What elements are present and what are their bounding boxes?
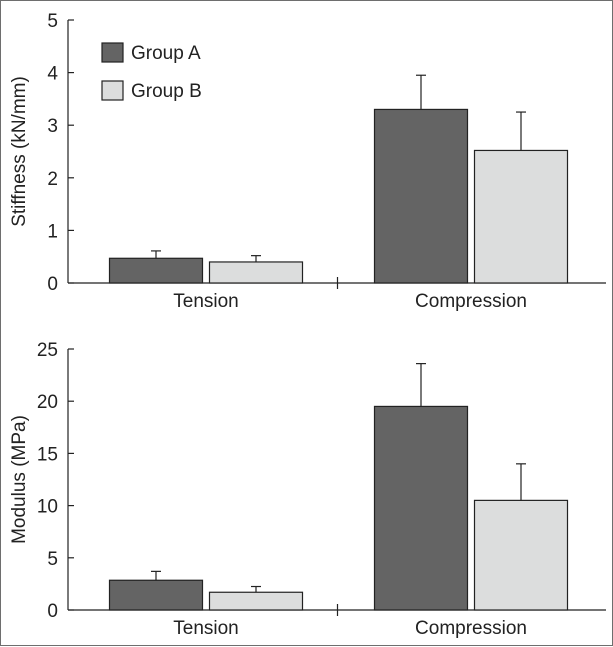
y-tick-label: 3 [47,116,58,137]
y-tick-label: 5 [47,549,58,570]
y-tick-label: 25 [37,340,58,361]
y-tick-label: 4 [47,64,58,85]
x-category-label: Compression [415,618,527,639]
y-tick-label: 0 [47,601,58,622]
legend-swatch [101,42,124,63]
chart-panel-1: 0 1 2 3 4 5 Tension Compression Stiffness (kN/mm… [9,11,606,312]
y-tick-label: 15 [37,444,58,465]
legend-label: Group A [131,43,201,64]
legend-label: Group B [131,81,202,102]
bar-group-b-tension [208,591,304,611]
bar-group-b-tension [208,261,304,284]
y-tick-label: 20 [37,392,58,413]
y-tick-label: 5 [47,11,58,32]
bar-group-a-compression [373,108,469,284]
x-category-label: Tension [173,618,239,639]
legend: Group A Group B [101,42,202,102]
legend-swatch [101,80,124,101]
y-tick-label: 1 [47,221,58,242]
y-tick-label: 2 [47,169,58,190]
x-category-label: Compression [415,291,527,312]
bar-group-b-compression [473,149,569,284]
chart-panel-2: 0 5 10 15 20 25 Tension Compression Modulus (MPa… [9,340,606,639]
bar-group-a-tension [108,579,204,611]
x-category-label: Tension [173,291,239,312]
bar-group-b-compression [473,499,569,611]
y-tick-label: 10 [37,497,58,518]
bar-group-a-tension [108,257,204,284]
y-tick-label: 0 [47,274,58,295]
y-axis-title: Modulus (MPa) [9,415,30,544]
y-axis-title: Stiffness (kN/mm) [9,76,30,227]
bar-group-a-compression [373,405,469,611]
